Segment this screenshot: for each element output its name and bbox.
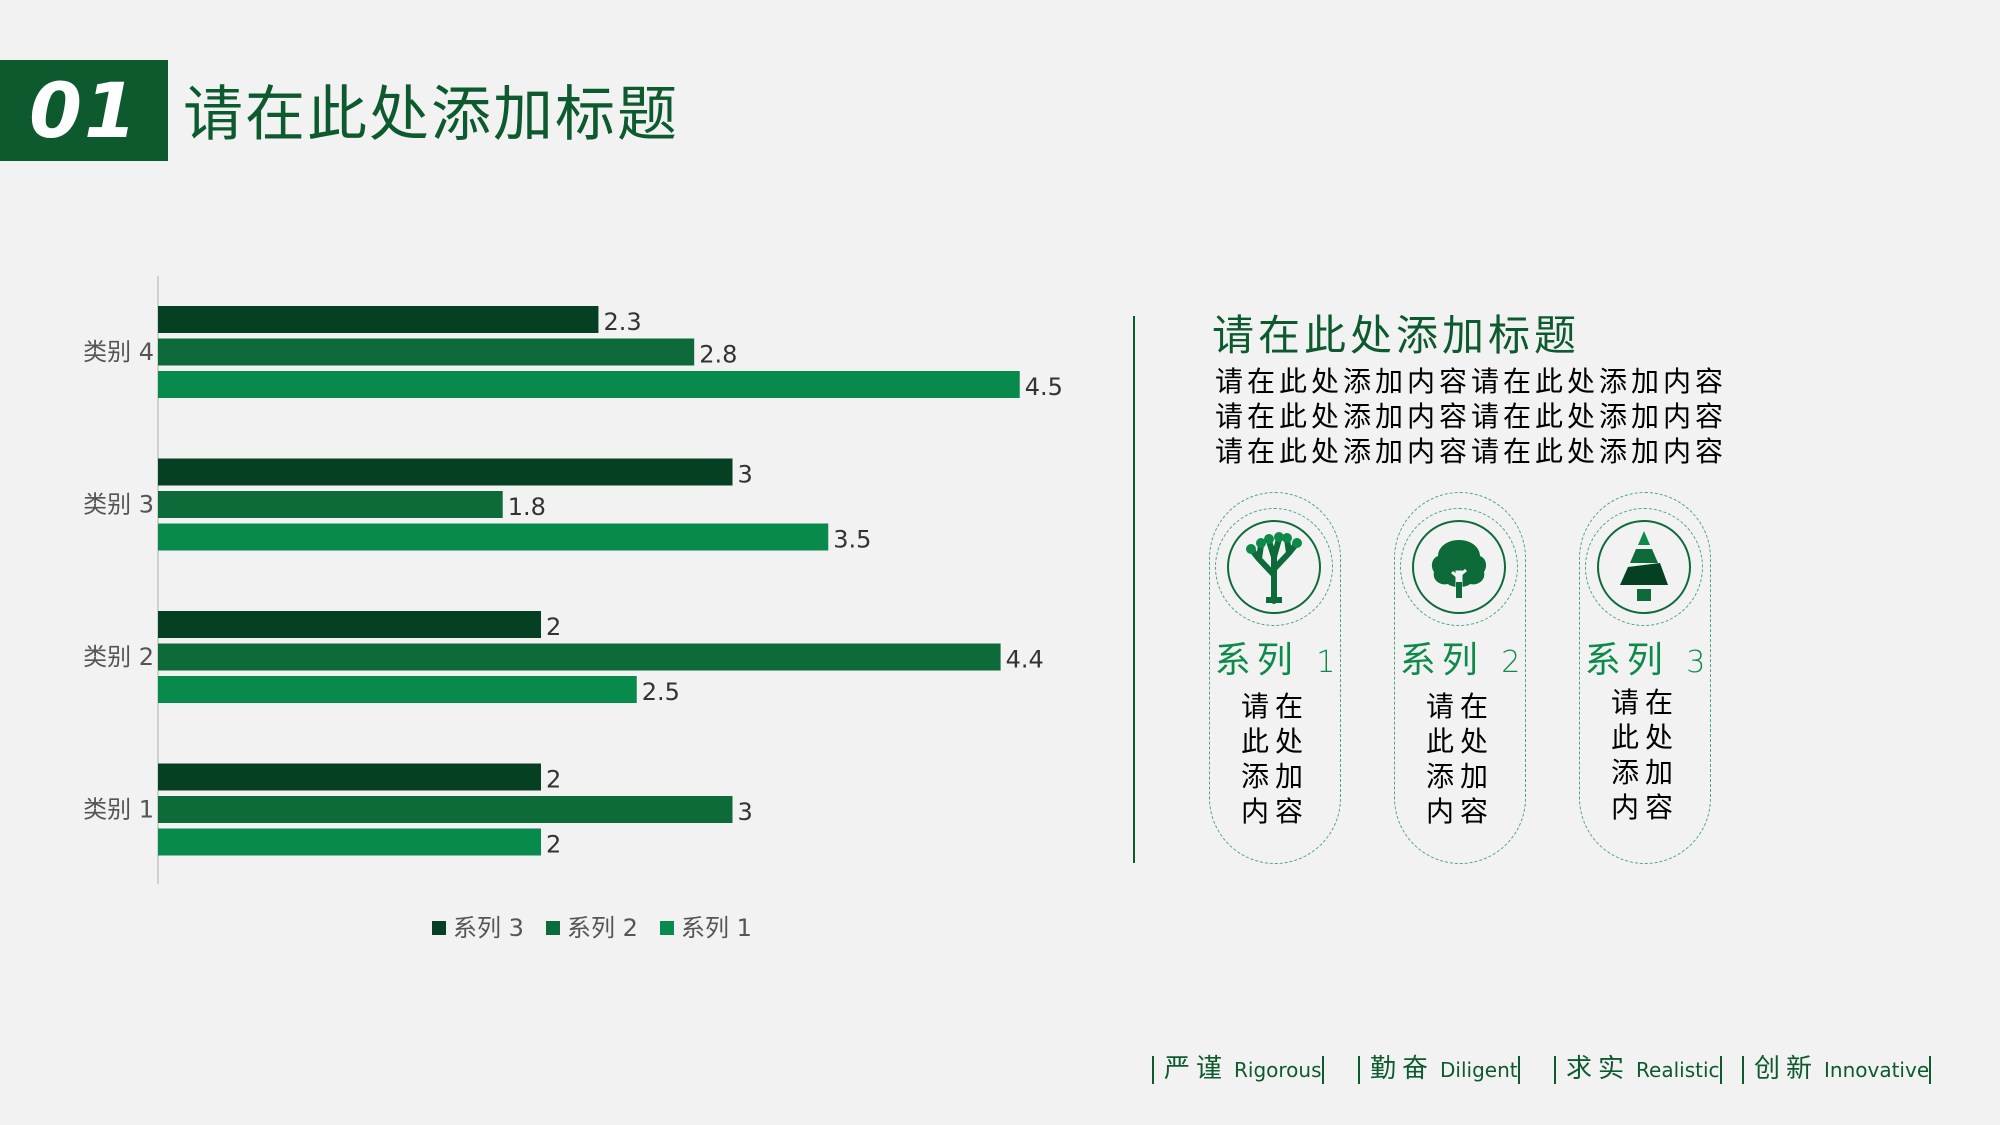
data-label: 1.8 [508, 493, 546, 521]
data-label: 2 [546, 831, 561, 859]
data-label: 2.3 [603, 308, 641, 336]
bar [158, 491, 503, 518]
bar [158, 676, 637, 703]
bar [158, 338, 695, 366]
round-tree-icon [1431, 540, 1487, 598]
icon-ring [1585, 508, 1703, 626]
vertical-divider [1133, 316, 1135, 863]
bar [158, 371, 1020, 398]
data-label: 2.5 [642, 678, 680, 706]
series-card-2: 系列 2 请在 此处 添加 内容 [1394, 492, 1526, 864]
legend-label: 系列 2 [567, 914, 638, 942]
bar [158, 828, 541, 856]
series-card-3: 系列 3 请在 此处 添加 内容 [1579, 492, 1711, 864]
bar [158, 306, 599, 333]
legend-swatch [546, 921, 560, 935]
bar [158, 523, 829, 551]
panel-body-line: 请在此处添加内容请在此处添加内容 [1215, 400, 1728, 433]
footer-item: 创新 Innovative [1742, 1048, 1932, 1085]
bar [158, 458, 733, 486]
bar-chart: 2.3 2.8 4.5 类别 4 3 1.8 3.5 类别 3 2 4.4 2.5 类别 2 2 3 2 类别… [83, 276, 1063, 942]
branch-tree-icon [1246, 532, 1302, 604]
card-text: 请在 此处 添加 内容 [1425, 690, 1494, 828]
icon-ring [1400, 508, 1518, 626]
legend-swatch [660, 921, 674, 935]
footer-item: 求实 Realistic [1554, 1048, 1722, 1085]
category-label: 类别 1 [83, 796, 154, 824]
series-label: 系列 3 [1584, 640, 1706, 681]
legend-label: 系列 3 [453, 914, 524, 942]
series-card-1: 系列 1 请在 此处 添加 内容 [1209, 492, 1341, 864]
page-title: 请在此处添加标题 [183, 80, 679, 150]
footer-item: 勤奋 Diligent [1358, 1048, 1520, 1085]
panel-body-line: 请在此处添加内容请在此处添加内容 [1215, 365, 1728, 398]
category-label: 类别 3 [83, 491, 154, 519]
series-label: 系列 1 [1214, 640, 1336, 681]
data-label: 3 [738, 798, 753, 826]
category-label: 类别 4 [83, 338, 154, 366]
panel-body: 请在此处添加内容请在此处添加内容 请在此处添加内容请在此处添加内容 请在此处添加… [1215, 364, 1815, 469]
data-label: 3 [738, 461, 753, 489]
legend-label: 系列 1 [681, 914, 752, 942]
data-label: 4.4 [1006, 646, 1044, 674]
icon-ring [1215, 508, 1333, 626]
bar [158, 796, 733, 823]
footer-item: 严谨 Rigorous [1152, 1048, 1324, 1085]
pine-tree-icon [1620, 531, 1668, 601]
legend-swatch [432, 921, 446, 935]
card-text: 请在 此处 添加 内容 [1610, 686, 1679, 824]
data-label: 4.5 [1025, 373, 1063, 401]
data-label: 2 [546, 766, 561, 794]
panel-title: 请在此处添加标题 [1212, 311, 1581, 360]
bar [158, 611, 541, 638]
bar [158, 643, 1001, 671]
panel-body-line: 请在此处添加内容请在此处添加内容 [1215, 435, 1728, 468]
footer-values: 严谨 Rigorous 勤奋 Diligent 求实 Realistic 创新 Inno… [1152, 1048, 1932, 1085]
card-text: 请在 此处 添加 内容 [1240, 690, 1309, 828]
data-label: 2.8 [699, 341, 737, 369]
data-label: 2 [546, 613, 561, 641]
bar [158, 763, 541, 791]
series-label: 系列 2 [1399, 640, 1521, 681]
section-number: 01 [0, 60, 168, 161]
category-label: 类别 2 [83, 643, 154, 671]
data-label: 3.5 [833, 526, 871, 554]
